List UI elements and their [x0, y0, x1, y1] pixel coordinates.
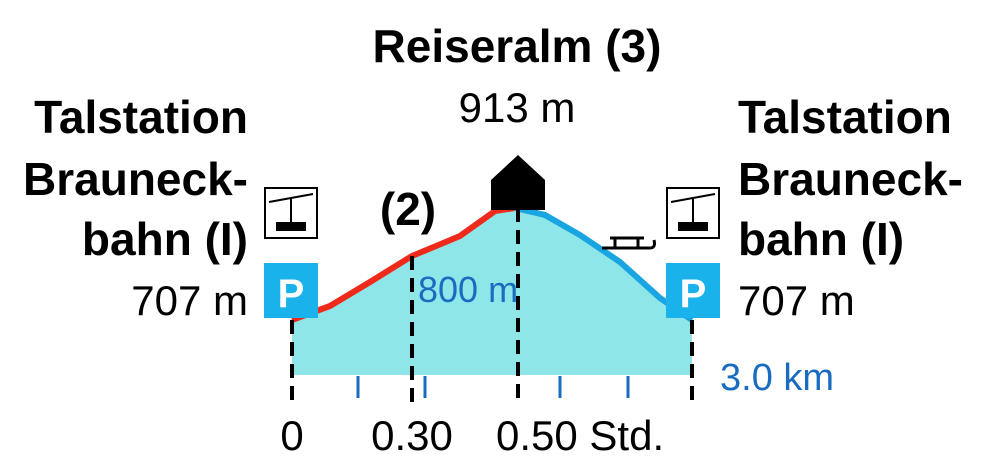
- sled-icon: [602, 236, 656, 250]
- waypoint-label: (2): [380, 183, 436, 235]
- descent-line: [514, 205, 694, 323]
- station-name: Talstation: [34, 91, 248, 143]
- time-tick-label: 0.50 Std.: [496, 412, 664, 458]
- station-elevation: 707 m: [738, 277, 855, 324]
- distance-ticks: [356, 376, 630, 398]
- summit-name: Reiseralm (3): [373, 20, 662, 72]
- summit-elevation: 913 m: [459, 84, 576, 131]
- time-markers: [290, 208, 694, 405]
- time-tick-label: 0.30: [371, 412, 453, 458]
- station-name: Talstation: [738, 91, 952, 143]
- distance-label: 3.0 km: [720, 357, 834, 399]
- time-tick-label: 0: [280, 412, 303, 458]
- parking-label: P: [278, 272, 305, 316]
- parking-label: P: [680, 272, 707, 316]
- profile-area: [292, 208, 692, 375]
- lift-icon-left: [264, 187, 318, 239]
- waypoint-elevation: 800 m: [418, 269, 518, 310]
- summit-hut-icon: [491, 155, 545, 210]
- station-name: bahn (I): [738, 213, 904, 265]
- station-elevation: 707 m: [131, 277, 248, 324]
- lift-icon-right: [666, 187, 720, 239]
- station-name: bahn (I): [82, 213, 248, 265]
- station-name: Brauneck-: [738, 153, 963, 205]
- parking-sign-right: [666, 263, 720, 318]
- parking-sign-left: [264, 263, 318, 318]
- station-name: Brauneck-: [23, 153, 248, 205]
